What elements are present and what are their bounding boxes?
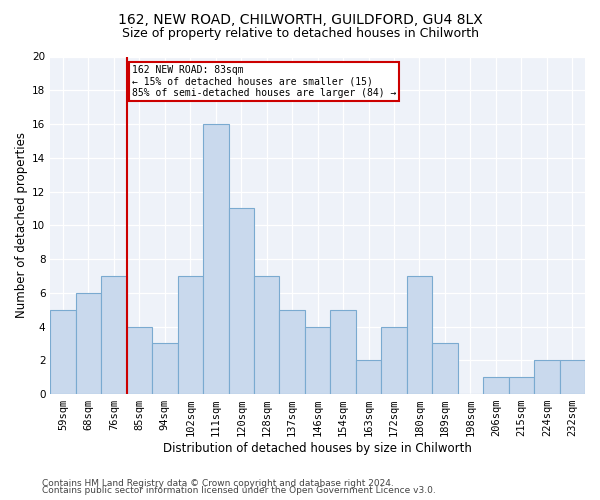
Text: 162, NEW ROAD, CHILWORTH, GUILDFORD, GU4 8LX: 162, NEW ROAD, CHILWORTH, GUILDFORD, GU4… (118, 12, 482, 26)
Bar (560, 360, 585, 394)
Bar (509, 377, 534, 394)
Bar (101, 276, 127, 394)
Text: 162 NEW ROAD: 83sqm
← 15% of detached houses are smaller (15)
85% of semi-detach: 162 NEW ROAD: 83sqm ← 15% of detached ho… (132, 65, 396, 98)
Bar (178, 276, 203, 394)
Bar (381, 326, 407, 394)
Text: Contains HM Land Registry data © Crown copyright and database right 2024.: Contains HM Land Registry data © Crown c… (42, 478, 394, 488)
Bar (331, 310, 356, 394)
Bar (203, 124, 229, 394)
Bar (305, 326, 331, 394)
Bar (407, 276, 432, 394)
X-axis label: Distribution of detached houses by size in Chilworth: Distribution of detached houses by size … (163, 442, 472, 455)
Y-axis label: Number of detached properties: Number of detached properties (15, 132, 28, 318)
Bar (152, 344, 178, 394)
Bar (483, 377, 509, 394)
Bar (280, 310, 305, 394)
Bar (356, 360, 381, 394)
Text: Size of property relative to detached houses in Chilworth: Size of property relative to detached ho… (121, 28, 479, 40)
Bar (229, 208, 254, 394)
Bar (50, 310, 76, 394)
Bar (432, 344, 458, 394)
Bar (76, 293, 101, 394)
Bar (254, 276, 280, 394)
Bar (127, 326, 152, 394)
Text: Contains public sector information licensed under the Open Government Licence v3: Contains public sector information licen… (42, 486, 436, 495)
Bar (534, 360, 560, 394)
